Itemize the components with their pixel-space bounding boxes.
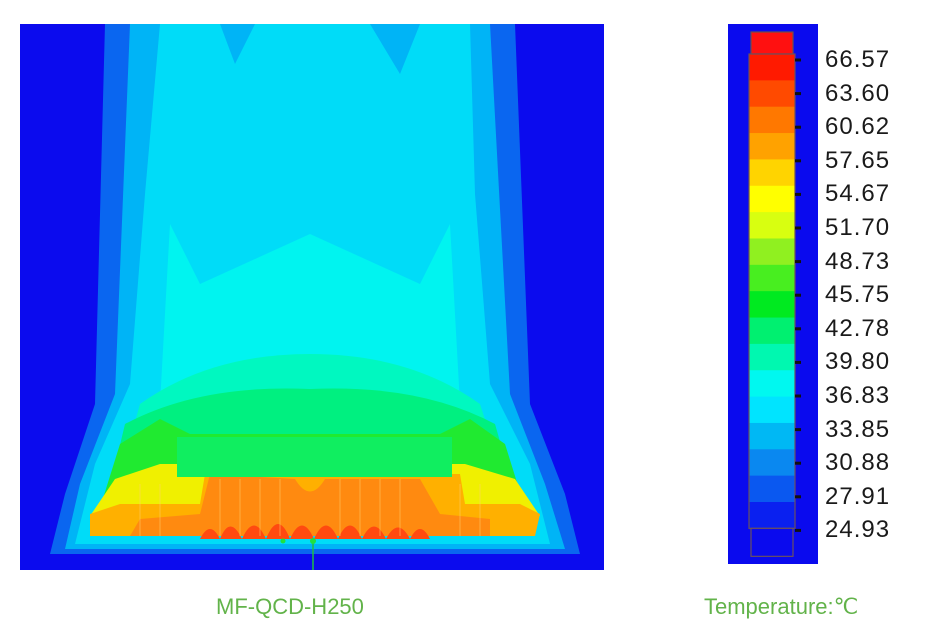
colorbar-band — [749, 422, 795, 451]
fin-lines — [139, 479, 481, 536]
probe-point — [310, 538, 316, 544]
colorbar-band — [749, 238, 795, 266]
colorbar-tick-label: 60.62 — [825, 113, 891, 141]
colorbar-band — [749, 106, 795, 135]
legend-title: Temperature:℃ — [704, 594, 859, 619]
colorbar-band — [749, 80, 795, 108]
heat-sink-plate — [177, 437, 452, 477]
colorbar-tick-label: 57.65 — [825, 146, 891, 174]
colorbar-tick-label: 27.91 — [825, 482, 891, 510]
colorbar-bands — [748, 31, 801, 557]
colorbar-bottom-cap — [750, 527, 794, 557]
colorbar-band — [749, 343, 795, 372]
colorbar-tick-label: 63.60 — [825, 79, 891, 107]
colorbar-top-cap — [750, 31, 794, 55]
contour-band-red — [200, 524, 430, 539]
colorbar-tick-label: 51.70 — [825, 214, 891, 241]
colorbar-tick-label: 66.57 — [825, 46, 891, 73]
figure-caption: MF-QCD-H250 — [216, 594, 364, 619]
colorbar-band — [749, 370, 795, 398]
colorbar-band — [749, 264, 795, 293]
colorbar-tick-label: 48.73 — [825, 247, 891, 275]
colorbar-tick-label: 42.78 — [825, 314, 891, 342]
colorbar-tick-label: 54.67 — [825, 180, 891, 208]
colorbar-tick-label: 45.75 — [825, 281, 891, 309]
colorbar-band — [749, 291, 795, 319]
colorbar-band — [749, 212, 795, 240]
colorbar-tick-label: 36.83 — [825, 382, 891, 409]
colorbar-band — [749, 475, 795, 503]
colorbar-band — [749, 317, 795, 345]
temperature-colorbar — [728, 24, 818, 564]
colorbar-tick-label: 33.85 — [825, 415, 891, 443]
colorbar-band — [749, 396, 795, 424]
colorbar-band — [749, 185, 795, 214]
colorbar-band — [749, 502, 795, 530]
temperature-contour-plot — [20, 24, 604, 570]
colorbar-tick-label: 39.80 — [825, 348, 891, 376]
colorbar-band — [749, 159, 795, 187]
colorbar-band — [749, 449, 795, 477]
colorbar-band — [749, 54, 795, 82]
probe-point — [280, 538, 286, 544]
colorbar-tick-label: 24.93 — [825, 516, 891, 544]
colorbar-tick-label: 30.88 — [825, 449, 891, 477]
colorbar-band — [749, 133, 795, 161]
